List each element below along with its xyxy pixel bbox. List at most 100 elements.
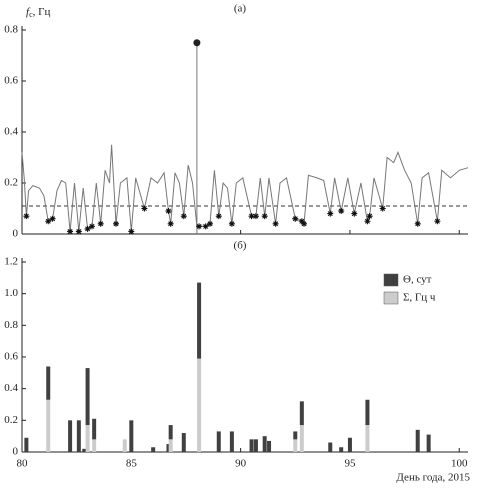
event-marker: [128, 228, 135, 235]
bar-segment: [76, 420, 81, 452]
event-marker: [75, 228, 82, 235]
bar-segment: [293, 431, 298, 440]
bar-segment: [415, 429, 420, 452]
y-tick-label: 0.4: [4, 382, 18, 394]
panel-label: (а): [234, 3, 247, 15]
panel-label: (б): [234, 240, 247, 252]
legend-label: Σ, Гц ч: [403, 292, 436, 304]
event-marker: [379, 205, 386, 212]
event-marker: [207, 220, 214, 227]
event-marker: [252, 213, 259, 220]
y-tick-label: 0: [13, 446, 19, 458]
event-marker: [202, 223, 209, 230]
event-marker: [165, 208, 172, 215]
event-marker: [215, 213, 222, 220]
bar-segment: [293, 439, 298, 452]
event-marker: [327, 210, 334, 217]
bar-segment: [299, 425, 304, 452]
event-marker: [113, 220, 120, 227]
bar-segment: [122, 439, 127, 452]
bar-segment: [216, 431, 221, 452]
event-marker: [141, 205, 148, 212]
legend-swatch: [383, 273, 399, 287]
event-marker: [196, 223, 203, 230]
spike-dot: [193, 39, 201, 47]
event-marker: [301, 220, 308, 227]
event-marker: [261, 213, 268, 220]
event-marker: [88, 223, 95, 230]
event-marker: [414, 220, 421, 227]
x-tick-label: 80: [17, 458, 29, 470]
event-marker: [434, 218, 441, 225]
bar-segment: [347, 437, 352, 452]
event-marker: [23, 213, 30, 220]
y-axis-label: fc, Гц: [26, 6, 50, 19]
bar-segment: [68, 420, 73, 452]
y-tick-label: 0.2: [4, 177, 18, 189]
event-marker: [292, 215, 299, 222]
bar-segment: [24, 437, 29, 452]
bar-segment: [151, 447, 156, 452]
bar-segment: [168, 439, 173, 452]
event-marker: [180, 213, 187, 220]
bar-segment: [365, 399, 370, 426]
y-tick-label: 1.0: [4, 287, 18, 299]
bar-segment: [299, 401, 304, 426]
legend-label: Θ, сут: [403, 274, 432, 286]
bar-segment: [365, 425, 370, 452]
bar-segment: [85, 368, 90, 426]
bar-segment: [92, 439, 97, 452]
event-marker: [67, 228, 74, 235]
y-tick-label: 0: [13, 228, 19, 240]
event-marker: [338, 208, 345, 215]
event-marker: [248, 213, 255, 220]
y-tick-label: 0.8: [4, 319, 18, 331]
event-marker: [298, 218, 305, 225]
x-tick-label: 95: [344, 458, 356, 470]
bar-segment: [46, 366, 51, 400]
event-marker: [228, 220, 235, 227]
x-tick-label: 90: [235, 458, 247, 470]
y-label-symbol: f: [26, 6, 31, 18]
x-axis-label: День года, 2015: [396, 472, 470, 484]
y-tick-label: 0.8: [4, 24, 18, 36]
event-marker: [351, 210, 358, 217]
legend-swatch: [383, 291, 399, 305]
bar-segment: [197, 358, 202, 452]
x-tick-label: 85: [126, 458, 138, 470]
bar-segment: [92, 418, 97, 440]
event-marker: [167, 220, 174, 227]
bar-segment: [46, 399, 51, 452]
bar-segment: [181, 433, 186, 452]
bar-segment: [253, 439, 258, 452]
bar-segment: [229, 431, 234, 452]
y-label-unit: , Гц: [33, 6, 51, 18]
y-tick-label: 0.6: [4, 351, 18, 363]
event-marker: [272, 220, 279, 227]
bar-segment: [328, 442, 333, 452]
y-tick-label: 1.2: [4, 256, 18, 268]
y-label-sub: c: [29, 10, 33, 19]
event-marker: [49, 215, 56, 222]
data-line: [21, 144, 469, 232]
bar-segment: [166, 444, 171, 452]
y-tick-label: 0.6: [4, 75, 18, 87]
event-marker: [364, 218, 371, 225]
event-marker: [366, 213, 373, 220]
bar-segment: [267, 440, 272, 452]
event-marker: [97, 220, 104, 227]
bar-segment: [82, 448, 87, 452]
bar-segment: [249, 439, 254, 452]
x-tick-label: 100: [451, 458, 468, 470]
bar-segment: [426, 434, 431, 452]
y-tick-label: 0.4: [4, 126, 18, 138]
y-tick-label: 0.2: [4, 414, 18, 426]
bar-segment: [197, 282, 202, 359]
bar-segment: [168, 425, 173, 440]
event-marker: [45, 218, 52, 225]
bar-segment: [262, 436, 267, 452]
bar-segment: [129, 420, 134, 452]
event-marker: [84, 225, 91, 232]
bar-segment: [339, 447, 344, 452]
